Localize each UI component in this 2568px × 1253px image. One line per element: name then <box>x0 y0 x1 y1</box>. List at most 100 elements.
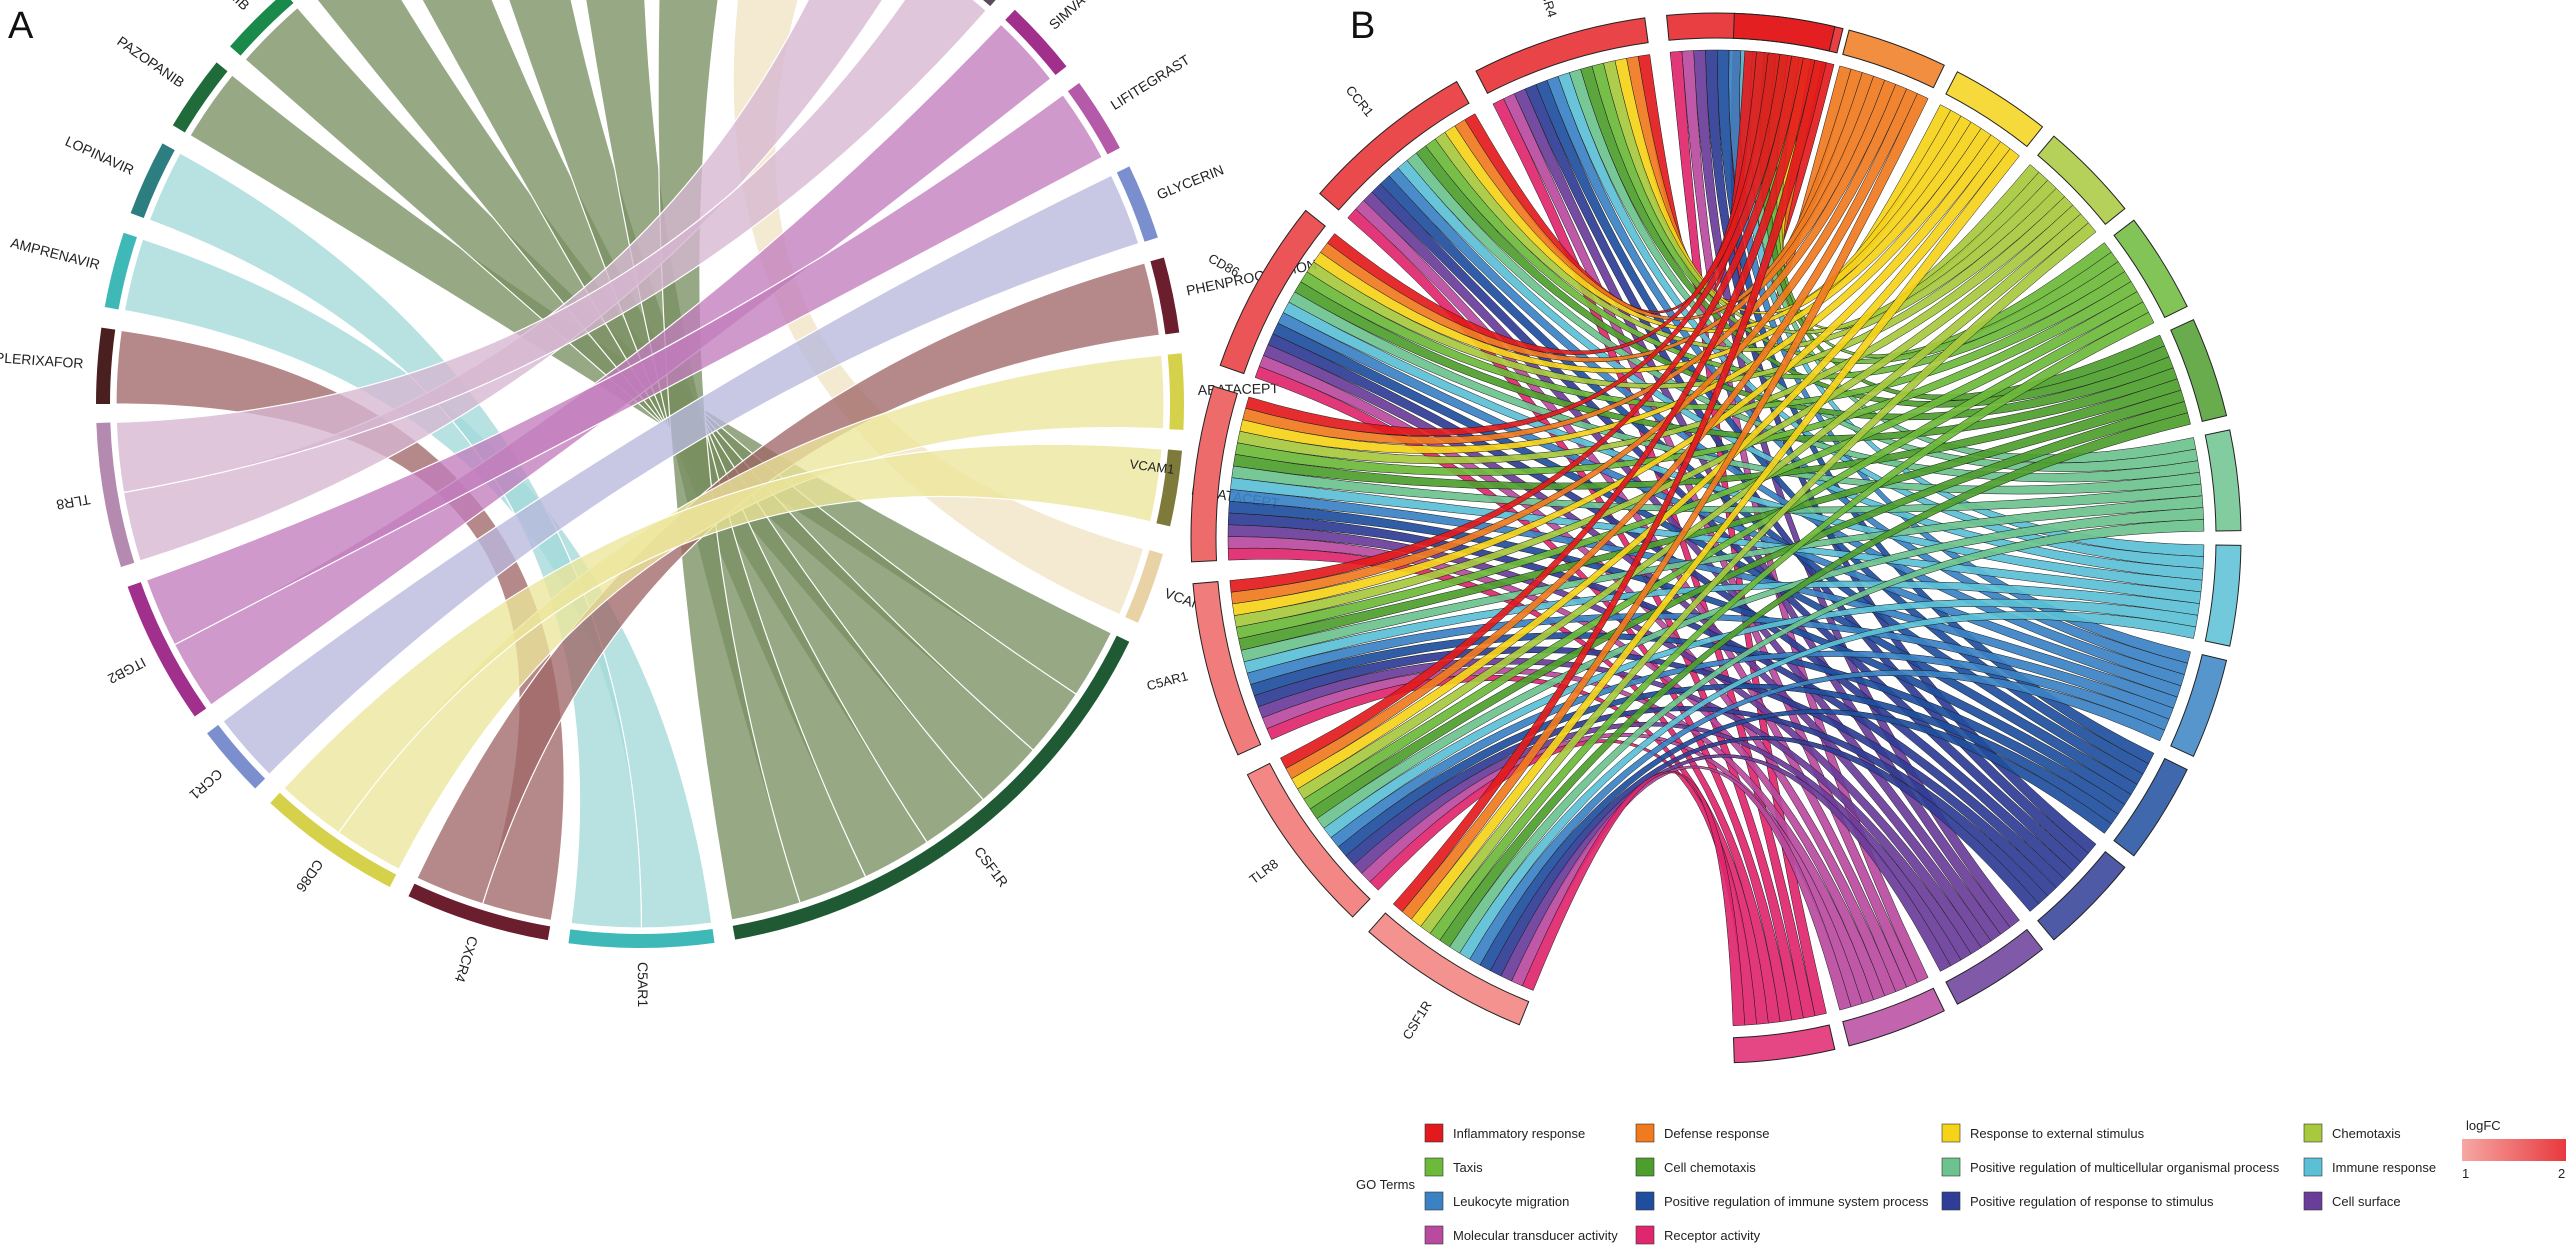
arc-term-positive-regulation-of-multicellular-organismal-process <box>2204 429 2242 532</box>
legend-swatch-positive-regulation-of-response-to-stimulus <box>1941 1191 1961 1211</box>
ribbon-tlr8-taxis <box>1303 301 2149 810</box>
ribbon-tlr8-receptor-activity <box>1369 739 1757 1026</box>
ribbon-c5ar1-defense-response <box>1230 83 1908 605</box>
label-gene-cxcr4: CXCR4 <box>452 934 482 984</box>
ribbon-csf1r-immune-response <box>1459 611 2197 960</box>
ribbon-tlr8-positive-regulation-of-immune-system-process <box>1337 683 2119 857</box>
arc-glycerin <box>1116 166 1158 242</box>
panel-a-letter: A <box>8 5 34 47</box>
arc-phenprocoumon <box>1150 257 1180 335</box>
label-gene-ccr1: CCR1 <box>186 766 225 803</box>
ribbon-cxcr4-cell-chemotaxis <box>1580 65 2170 408</box>
ribbon-csf1r-inflammatory-response <box>1392 59 1827 913</box>
legend-swatch-positive-regulation-of-multicellular-organismal-process <box>1941 1157 1961 1177</box>
arc-ethynodiol-diacetate <box>982 0 996 7</box>
arc-gene-ccr1 <box>207 724 266 789</box>
legend-label-molecular-transducer-activity: Molecular transducer activity <box>1453 1228 1618 1243</box>
arc-belatacept <box>1156 449 1182 527</box>
ribbon-ethynodiol-diacetate-tlr8 <box>115 0 988 494</box>
arc-simvastatin <box>1005 9 1067 76</box>
ribbon-tlr8-defense-response <box>1285 88 1918 780</box>
ribbon-ccr1-chemotaxis <box>1434 131 2057 352</box>
arc-term-immune-response <box>2204 544 2242 647</box>
ribbon-cd86-immune-response <box>1282 301 2203 593</box>
ribbon-vcam1-defense-response <box>1242 79 1897 445</box>
label-lifitegrast: LIFITEGRAST <box>1108 51 1193 113</box>
ribbon-csf1r-receptor-activity <box>1521 771 1746 1026</box>
arc-gene-itgb2 <box>127 582 207 717</box>
legend-swatch-leukocyte-migration <box>1424 1191 1444 1211</box>
ribbon-vcam1-response-to-external-stimulus <box>1239 127 1992 454</box>
arc-term-cell-surface <box>1945 928 2044 1005</box>
label-simvastatin: SIMVASTATIN <box>1046 0 1123 33</box>
logfc-gradient-bar <box>2462 1139 2566 1161</box>
arc-abatacept <box>1167 353 1184 430</box>
ribbon-csf1r-response-to-external-stimulus <box>1411 148 2020 927</box>
arc-amprenavir <box>104 232 137 310</box>
ribbon-tlr8-cell-chemotaxis <box>1309 401 2188 820</box>
arc-sunitinib <box>230 0 294 56</box>
ribbon-belatacept-cd86 <box>282 443 1163 834</box>
label-gene-cd86: CD86 <box>293 857 327 896</box>
ribbon-abatacept-cd86 <box>337 354 1165 871</box>
legend-label-leukocyte-migration: Leukocyte migration <box>1453 1194 1569 1209</box>
legend-swatch-positive-regulation-of-immune-system-process <box>1635 1191 1655 1211</box>
legend-label-receptor-activity: Receptor activity <box>1664 1228 1761 1243</box>
arc-lopinavir <box>130 143 175 218</box>
ribbon-simvastatin-itgb2 <box>173 23 1052 706</box>
legend-swatch-defense-response <box>1635 1123 1655 1143</box>
label-gene-ccr1: CCR1 <box>1343 83 1377 120</box>
go-terms-legend: GO Terms Inflammatory response Defense re… <box>1356 1123 2436 1245</box>
label-glycerin: GLYCERIN <box>1154 161 1225 202</box>
ribbon-tlr8-positive-regulation-of-multicellular-organismal-process <box>1316 507 2204 829</box>
legend-label-positive-regulation-of-multicellular-organismal-process: Positive regulation of multicellular org… <box>1970 1160 2280 1175</box>
arc-gene-ccr1 <box>1319 80 1470 211</box>
ribbon-glycerin-ccr1 <box>222 174 1140 776</box>
chord-diagram-drug-gene: PLERIXAFOR AMPRENAVIR LOPINAVIR PAZOPANIB SU… <box>0 0 1318 1007</box>
ribbon-csf1r-molecular-transducer-activity <box>1511 765 1852 1011</box>
ribbon-tlr8-positive-regulation-of-response-to-stimulus <box>1345 706 2049 905</box>
arc-gene-csf1r <box>1368 912 1530 1026</box>
arc-gene-c5ar1 <box>1192 581 1262 756</box>
arc-term-cell-chemotaxis <box>2170 319 2228 423</box>
ribbon-csf1r-defense-response <box>1401 93 1929 920</box>
legend-swatch-receptor-activity <box>1635 1225 1655 1245</box>
ribbon-c5ar1-positive-regulation-of-response-to-stimulus <box>1253 646 2057 897</box>
ribbon-phenprocoumon-cxcr4 <box>416 262 1161 905</box>
arc-plerixafor <box>96 327 116 404</box>
label-gene-tlr8: TLR8 <box>55 492 92 514</box>
legend-label-defense-response: Defense response <box>1664 1126 1770 1141</box>
logfc-min-label: 1 <box>2462 1166 2469 1181</box>
ribbon-csf1r-taxis <box>1429 311 2155 941</box>
legend-swatch-molecular-transducer-activity <box>1424 1225 1444 1245</box>
legend-label-cell-surface: Cell surface <box>2332 1194 2401 1209</box>
ribbon-ccr1-cell-surface <box>1363 191 2002 942</box>
ribbon-cxcr4-inflammatory-response <box>1637 50 1757 296</box>
legend-label-cell-chemotaxis: Cell chemotaxis <box>1664 1160 1756 1175</box>
label-amprenavir: AMPRENAVIR <box>9 234 102 272</box>
legend-label-positive-regulation-of-response-to-stimulus: Positive regulation of response to stimu… <box>1970 1194 2214 1209</box>
legend-swatch-response-to-external-stimulus <box>1941 1123 1961 1143</box>
ribbon-cd86-response-to-external-stimulus <box>1313 121 1982 374</box>
arc-term-response-to-external-stimulus <box>1945 71 2044 148</box>
arc-gene-tlr8 <box>96 422 135 567</box>
arc-gene-cxcr4 <box>1475 17 1649 94</box>
label-sunitinib: SUNITINIB <box>193 0 253 13</box>
label-gene-tlr8: TLR8 <box>1246 856 1280 887</box>
ribbon-csf1r-cell-chemotaxis <box>1439 412 2191 948</box>
ribbon-c5ar1-cell-surface <box>1257 657 1972 961</box>
label-gene-c5ar1: C5AR1 <box>635 962 651 1007</box>
arc-gene-c5ar1 <box>568 929 715 949</box>
legend-label-inflammatory-response: Inflammatory response <box>1453 1126 1585 1141</box>
arc-term-inflammatory-response <box>1732 12 1836 52</box>
ribbon-c5ar1-response-to-external-stimulus <box>1232 134 2002 616</box>
arc-term-defense-response <box>1842 29 1945 89</box>
ribbon-tlr8-inflammatory-response <box>1280 57 1816 769</box>
arc-term-taxis <box>2113 219 2188 319</box>
label-gene-c5ar1: C5AR1 <box>1145 668 1189 693</box>
ribbon-csf1r-chemotaxis <box>1420 222 2097 934</box>
ribbon-c5ar1-inflammatory-response <box>1229 55 1804 593</box>
label-gene-vcam1: VCAM1 <box>1129 456 1175 476</box>
arc-gene-cxcr4 <box>408 883 551 941</box>
